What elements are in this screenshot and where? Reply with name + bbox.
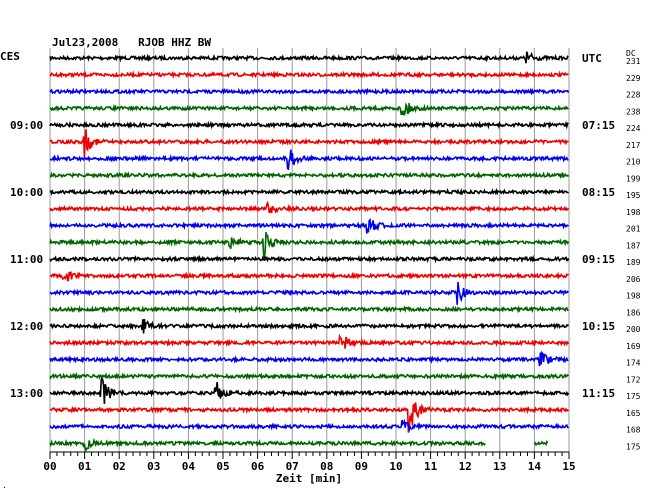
trace-line (49, 120, 569, 130)
dc-value: 189 (626, 258, 641, 267)
dc-value: 200 (626, 325, 641, 334)
right-time-label: 08:15 (582, 186, 615, 199)
x-axis-label: Zeit [min] (276, 472, 342, 485)
right-time-label: 07:15 (582, 119, 615, 132)
trace-group (49, 51, 570, 453)
trace-line (49, 418, 569, 433)
trace-line (49, 319, 570, 334)
left-time-label: 12:00 (10, 320, 43, 333)
left-axis-label: CES (0, 50, 20, 63)
chart-title: Jul23,2008 RJOB HHZ BW (52, 36, 211, 49)
x-tick-label: 02 (113, 460, 126, 473)
dc-value: 228 (626, 91, 641, 100)
dc-value: 186 (626, 308, 641, 317)
trace-line (49, 231, 570, 259)
dc-header: DC (626, 49, 636, 58)
dc-value: 201 (626, 225, 641, 234)
left-time-label: 09:00 (10, 119, 43, 132)
right-time-label: UTC (582, 52, 602, 65)
trace-line (49, 271, 569, 282)
dc-value: 210 (626, 158, 641, 167)
x-tick-label: 01 (78, 460, 92, 473)
trace-line (49, 437, 549, 453)
trace-line (49, 51, 569, 64)
x-tick-label: 10 (389, 460, 402, 473)
trace-line (49, 170, 570, 180)
x-tick-label: 08 (320, 460, 333, 473)
dc-value: 195 (626, 191, 641, 200)
x-tick-label: 07 (286, 460, 299, 473)
trace-line (49, 129, 569, 158)
dc-value: 165 (626, 409, 641, 418)
x-tick-label: 11 (424, 460, 438, 473)
dc-value: 224 (626, 124, 641, 133)
corner-mark: . (2, 481, 7, 490)
dc-value: 238 (626, 107, 641, 116)
right-time-label: 09:15 (582, 253, 615, 266)
left-time-label: 10:00 (10, 186, 43, 199)
dc-value: 174 (626, 359, 641, 368)
x-tick-label: 12 (459, 460, 472, 473)
dc-value: 231 (626, 57, 641, 66)
dc-value: 172 (626, 375, 641, 384)
trace-line (49, 254, 570, 264)
trace-line (49, 187, 569, 197)
dc-value: 217 (626, 141, 641, 150)
trace-line (49, 200, 570, 214)
minute-grid (49, 48, 570, 452)
trace-line (49, 149, 569, 171)
trace-line (49, 333, 570, 349)
dc-value: 199 (626, 174, 641, 183)
trace-line (49, 304, 569, 314)
x-tick-label: 15 (562, 460, 575, 473)
dc-value: 229 (626, 74, 641, 83)
dc-value: 168 (626, 426, 641, 435)
x-tick-label: 00 (43, 460, 56, 473)
x-tick-label: 05 (216, 460, 229, 473)
trace-line (50, 402, 569, 433)
dc-value: 198 (626, 292, 641, 301)
trace-line (49, 350, 569, 367)
dc-value: 206 (626, 275, 641, 284)
trace-line (49, 218, 569, 234)
trace-line (49, 371, 570, 381)
trace-line (49, 375, 570, 405)
trace-line (49, 102, 569, 116)
dc-value: 169 (626, 342, 641, 351)
dc-value: 175 (626, 392, 641, 401)
trace-line (49, 281, 569, 305)
x-tick-label: 13 (493, 460, 506, 473)
right-time-label: 11:15 (582, 387, 615, 400)
dc-value: 198 (626, 208, 641, 217)
time-label-group: 231 229 228 238 224 217 210 199 195 198 201 187 189 2… (10, 52, 641, 451)
x-tick-label: 04 (182, 460, 196, 473)
x-tick-label: 09 (355, 460, 368, 473)
left-time-label: 13:00 (10, 387, 43, 400)
trace-line (49, 87, 570, 96)
x-tick-label: 03 (147, 460, 160, 473)
x-tick-label: 06 (251, 460, 265, 473)
x-tick-label: 14 (528, 460, 542, 473)
x-axis: 00 01 02 03 04 05 06 07 08 09 10 11 12 13 14 15 (43, 451, 576, 473)
dc-value: 187 (626, 241, 641, 250)
trace-line (49, 70, 569, 80)
dc-value: 175 (626, 442, 641, 451)
left-time-label: 11:00 (10, 253, 43, 266)
right-time-label: 10:15 (582, 320, 615, 333)
